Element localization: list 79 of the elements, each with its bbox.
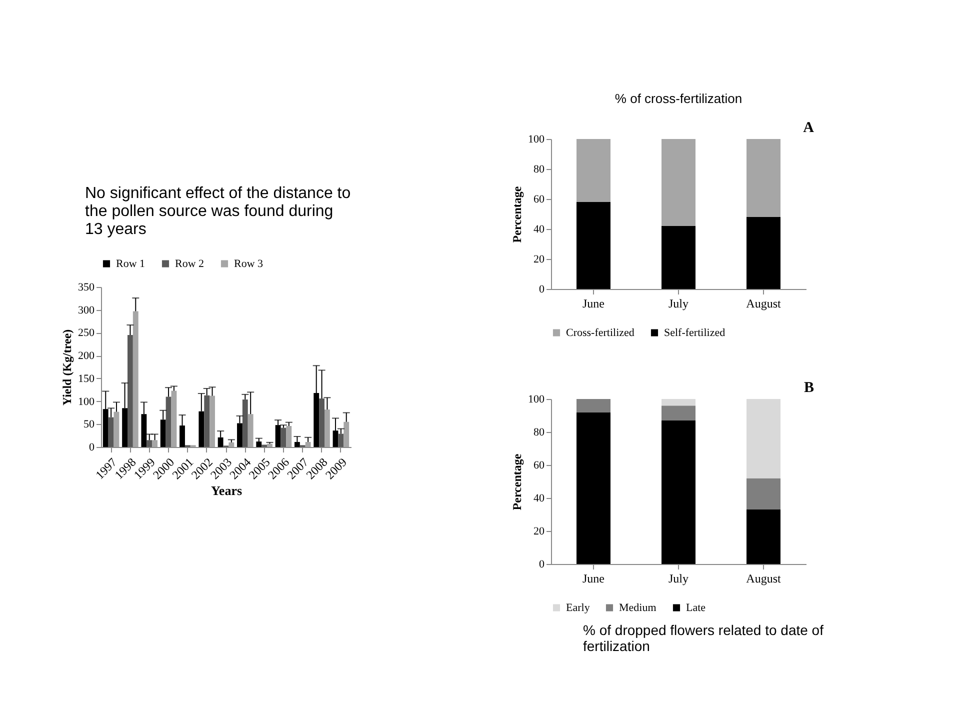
bar xyxy=(242,399,248,447)
bar xyxy=(338,434,344,447)
text: A xyxy=(803,120,814,136)
y-tick-label: 350 xyxy=(78,282,95,294)
bar xyxy=(662,399,696,406)
y-tick-label: 150 xyxy=(78,372,95,385)
y-tick-label: 20 xyxy=(534,254,545,266)
chart-title: No significant effect of the distance to the pollen source was found during 13 years xyxy=(85,185,352,239)
x-tick-label: July xyxy=(668,296,689,310)
bar xyxy=(662,406,696,420)
bar xyxy=(204,395,210,447)
legend-label: Row 2 xyxy=(175,258,204,270)
bar xyxy=(114,412,120,447)
bar xyxy=(662,226,696,289)
legend-label: Row 1 xyxy=(116,258,146,270)
y-tick-label: 100 xyxy=(528,394,545,406)
bar xyxy=(305,442,311,447)
y-tick-label: 20 xyxy=(534,526,545,538)
y-tick-label: 0 xyxy=(539,558,545,570)
y-tick-label: 80 xyxy=(534,426,545,438)
chart-title: % of cross-fertilization xyxy=(614,91,742,106)
bar xyxy=(152,440,158,447)
legend-label: Early xyxy=(566,602,590,614)
x-tick-label: July xyxy=(668,572,689,586)
bar xyxy=(662,139,696,226)
bar xyxy=(746,510,780,564)
y-tick-label: 300 xyxy=(78,304,95,316)
bar xyxy=(746,217,780,289)
legend-label: Late xyxy=(686,602,706,614)
bar xyxy=(662,420,696,564)
y-tick-label: 50 xyxy=(84,418,95,431)
bar xyxy=(210,396,215,447)
legend-label: Cross-fertilized xyxy=(566,326,635,339)
bar xyxy=(746,139,780,217)
bar xyxy=(344,422,350,447)
bar xyxy=(146,440,152,447)
bar xyxy=(324,410,330,447)
bar xyxy=(319,398,324,447)
bar xyxy=(286,426,292,447)
y-tick-label: 200 xyxy=(78,350,95,362)
y-tick-label: 0 xyxy=(539,284,545,296)
bar xyxy=(256,442,262,447)
bar xyxy=(228,442,234,447)
bar xyxy=(746,478,780,510)
y-axis-title: Yield (Kg/tree) xyxy=(60,329,74,406)
legend-label: Row 3 xyxy=(234,258,264,270)
bar xyxy=(280,428,286,447)
y-axis-title: Percentage xyxy=(510,453,524,510)
y-tick-label: 0 xyxy=(89,442,95,454)
x-tick-label: June xyxy=(582,296,604,310)
bar xyxy=(576,399,610,412)
y-tick-label: 60 xyxy=(534,460,545,472)
text: % of dropped flowers related to date of fertilization xyxy=(583,622,824,654)
y-tick-label: 100 xyxy=(528,134,545,146)
bar xyxy=(171,390,177,447)
bar xyxy=(248,414,254,447)
bar xyxy=(166,396,172,447)
x-tick-label: August xyxy=(746,296,782,310)
x-tick-label: June xyxy=(582,572,604,586)
y-tick-label: 40 xyxy=(534,224,545,236)
y-tick-label: 60 xyxy=(534,194,545,206)
bar xyxy=(128,335,133,447)
bar xyxy=(746,399,780,478)
y-tick-label: 250 xyxy=(78,327,95,340)
x-tick-label: August xyxy=(746,572,782,586)
x-axis-title: Years xyxy=(210,483,242,498)
bar xyxy=(576,139,610,202)
bar xyxy=(267,444,272,447)
y-tick-label: 100 xyxy=(78,396,95,408)
y-axis-title: Percentage xyxy=(510,186,524,243)
legend-label: Medium xyxy=(619,602,657,614)
text: B xyxy=(804,380,814,396)
bar xyxy=(576,412,610,564)
y-tick-label: 40 xyxy=(534,492,545,504)
y-tick-label: 80 xyxy=(534,164,545,176)
bar xyxy=(108,417,114,447)
legend-label: Self-fertilized xyxy=(664,326,726,339)
bar xyxy=(576,202,610,289)
bar xyxy=(132,311,138,447)
